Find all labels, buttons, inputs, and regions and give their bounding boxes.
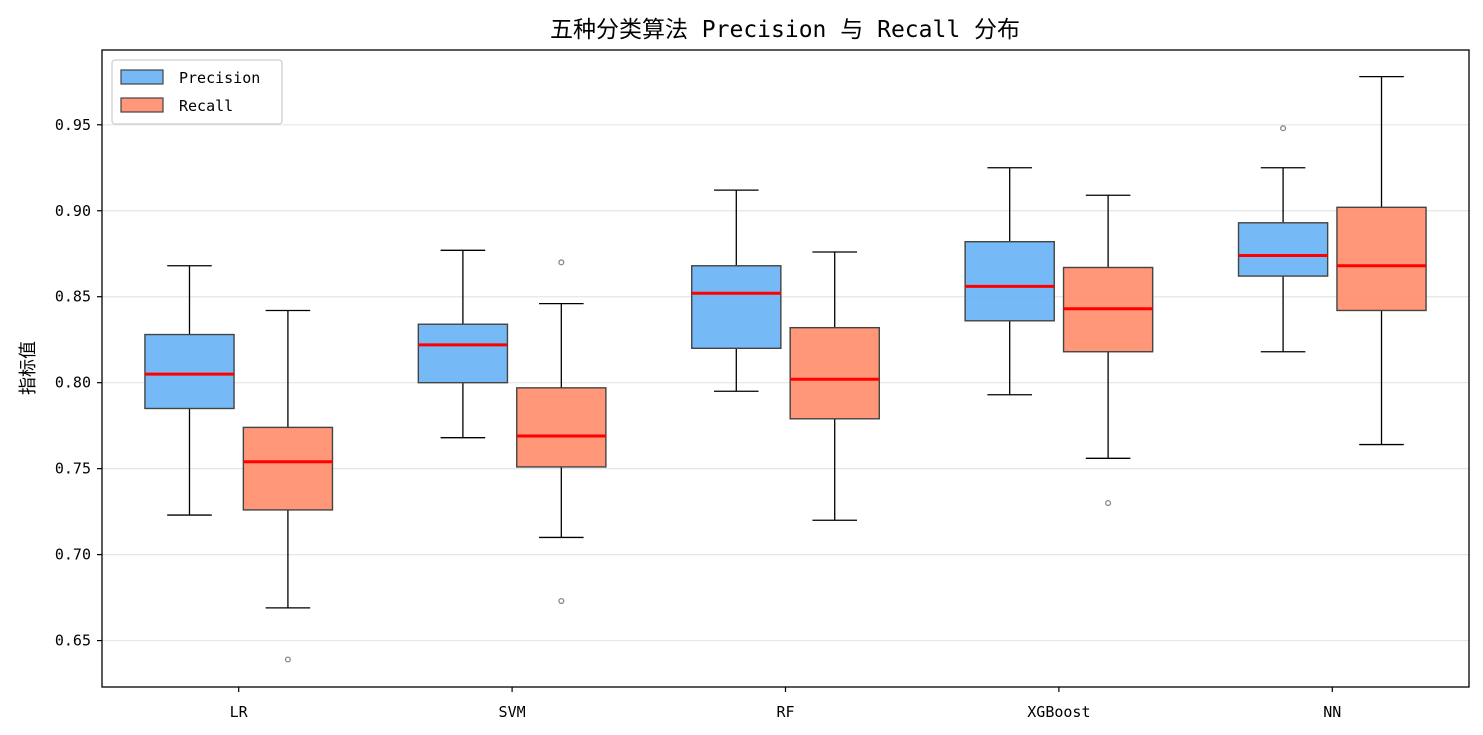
outlier-point — [1280, 125, 1287, 132]
y-tick-label: 0.65 — [55, 632, 91, 650]
outlier-point — [284, 656, 291, 663]
precision-box-nn — [1237, 125, 1329, 353]
x-axis-ticks: LR SVM RF XGBoost NN — [230, 687, 1341, 721]
outlier-point — [1105, 499, 1112, 507]
outlier-point — [558, 597, 565, 605]
y-tick-label: 0.90 — [55, 202, 91, 220]
series-recall — [242, 75, 1427, 663]
y-tick-label: 0.70 — [55, 546, 91, 564]
box-iqr — [1237, 222, 1329, 277]
y-tick-label: 0.95 — [55, 116, 91, 134]
box-iqr — [691, 265, 782, 349]
legend-swatch-precision — [120, 69, 164, 85]
recall-box-xgboost — [1062, 194, 1154, 507]
box-iqr — [144, 333, 235, 410]
y-tick-label: 0.80 — [55, 374, 91, 392]
chart-legend: Precision Recall — [111, 59, 283, 125]
legend-swatch-recall — [120, 97, 164, 113]
x-tick-label: NN — [1323, 703, 1341, 721]
recall-box-rf — [789, 251, 880, 521]
box-iqr — [242, 426, 334, 511]
box-plots — [144, 75, 1427, 663]
outlier-point — [558, 259, 565, 266]
x-tick-label: XGBoost — [1027, 703, 1090, 721]
box-iqr — [789, 326, 880, 420]
chart-title: 五种分类算法 Precision 与 Recall 分布 — [550, 17, 1020, 43]
y-tick-label: 0.85 — [55, 288, 91, 306]
precision-box-lr — [144, 265, 235, 516]
precision-box-svm — [417, 249, 509, 439]
box-iqr — [516, 387, 607, 468]
x-tick-label: RF — [776, 703, 794, 721]
box-iqr — [417, 323, 509, 384]
series-precision — [144, 125, 1329, 516]
box-iqr — [1336, 206, 1427, 312]
precision-box-rf — [691, 189, 782, 392]
plot-area-frame — [101, 49, 1470, 688]
legend-label-recall: Recall — [179, 97, 233, 115]
y-tick-label: 0.75 — [55, 460, 91, 478]
recall-box-svm — [516, 259, 607, 605]
y-axis-label: 指标值 — [18, 341, 39, 395]
x-tick-label: LR — [230, 703, 249, 721]
box-iqr — [964, 241, 1055, 322]
legend-label-precision: Precision — [179, 69, 260, 87]
recall-box-lr — [242, 309, 334, 663]
recall-box-nn — [1336, 75, 1427, 446]
x-tick-label: SVM — [499, 703, 526, 721]
precision-box-xgboost — [964, 167, 1055, 396]
y-axis-ticks: 0.65 0.70 0.75 0.80 0.85 0.90 0.95 — [55, 116, 102, 650]
grid-lines — [102, 124, 1469, 642]
